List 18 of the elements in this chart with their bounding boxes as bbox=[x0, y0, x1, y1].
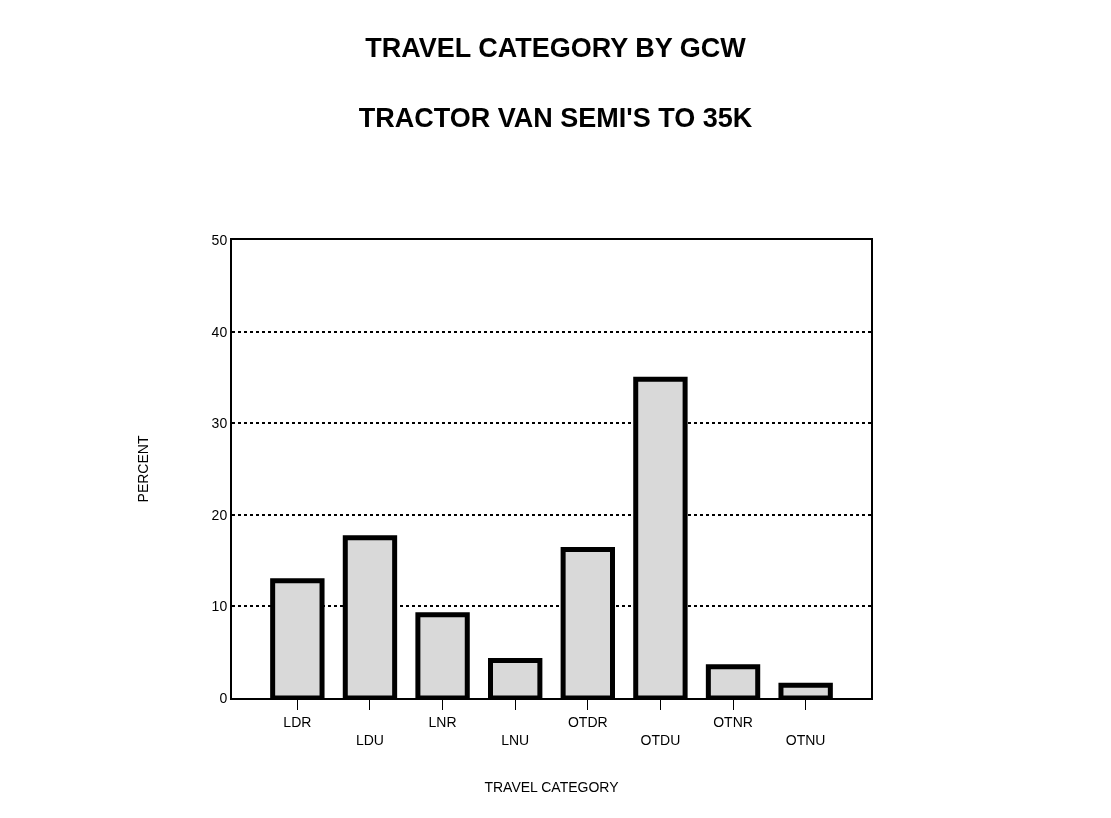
y-tick-label: 40 bbox=[211, 323, 228, 340]
x-tick-label: LNU bbox=[501, 732, 530, 748]
x-tick-label: OTNR bbox=[713, 713, 753, 730]
chart-subtitle: TRACTOR VAN SEMI'S TO 35K bbox=[358, 103, 753, 134]
chart-title: TRAVEL CATEGORY BY GCW bbox=[365, 33, 747, 64]
x-tick-label: LNR bbox=[428, 713, 457, 730]
x-tick-label: OTDR bbox=[567, 713, 608, 730]
y-tick-label: 50 bbox=[211, 231, 228, 248]
x-axis-title: TRAVEL CATEGORY bbox=[484, 778, 620, 795]
y-axis-title: PERCENT bbox=[134, 435, 151, 503]
y-tick-label: 10 bbox=[211, 598, 228, 615]
x-tick-label: LDU bbox=[355, 732, 384, 748]
y-tick-label: 20 bbox=[211, 506, 228, 523]
x-tick-label: LDR bbox=[283, 713, 312, 730]
y-tick-label: 0 bbox=[219, 689, 228, 706]
x-tick-label: OTNU bbox=[785, 732, 826, 748]
x-tick-label: OTDU bbox=[640, 732, 681, 748]
y-tick-label: 30 bbox=[211, 415, 228, 432]
